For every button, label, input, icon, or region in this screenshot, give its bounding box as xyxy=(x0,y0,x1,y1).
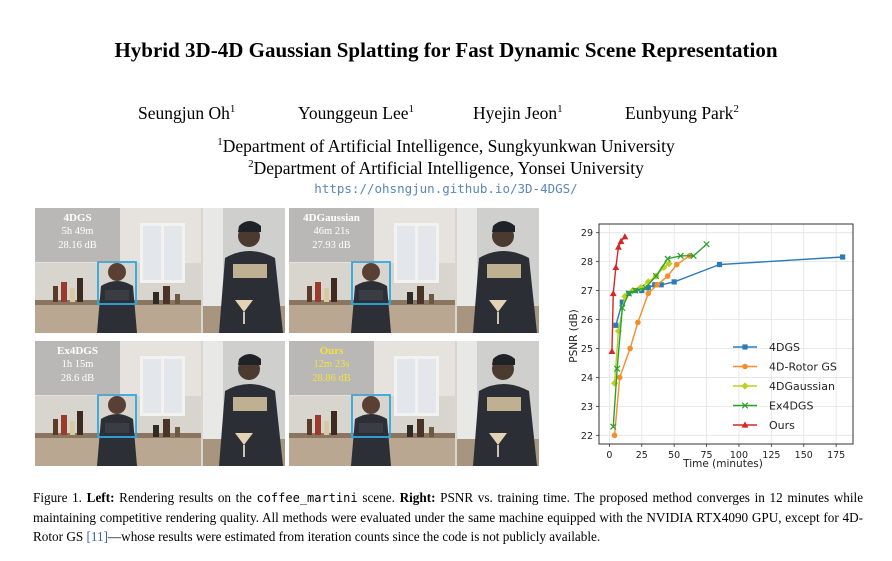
legend-entry: 4DGS xyxy=(769,341,800,354)
data-point xyxy=(615,243,622,250)
affiliation-1: 1Department of Artificial Intelligence, … xyxy=(217,136,675,156)
data-point xyxy=(645,285,651,291)
x-tick-label: 175 xyxy=(827,450,845,461)
data-point xyxy=(677,252,684,260)
legend-marker xyxy=(742,344,748,350)
data-point xyxy=(664,273,671,279)
citation-link[interactable]: [11] xyxy=(86,529,108,544)
author-3: Hyejin Jeon1 xyxy=(473,103,563,123)
legend-entry: 4DGaussian xyxy=(769,380,835,393)
panel-label: 4DGaussian 46m 21s 27.93 dB xyxy=(289,208,374,262)
render-panel-ex4dgs: Ex4DGS 1h 15m 28.6 dB xyxy=(35,341,285,466)
data-point xyxy=(840,254,846,260)
x-tick-label: 150 xyxy=(795,450,813,461)
data-point xyxy=(616,374,623,381)
data-point xyxy=(625,290,633,297)
author-2: Younggeun Lee1 xyxy=(298,103,415,123)
render-panel-ours: Ours 12m 23s 28.86 dB xyxy=(289,341,539,466)
data-point xyxy=(619,299,625,305)
data-point xyxy=(608,347,616,354)
y-tick-label: 27 xyxy=(581,286,593,297)
y-tick-label: 26 xyxy=(581,315,593,326)
figure-caption: Figure 1. Left: Rendering results on the… xyxy=(33,490,864,544)
data-point xyxy=(645,290,652,297)
legend-marker xyxy=(741,402,749,409)
y-tick-label: 25 xyxy=(581,344,593,355)
project-url[interactable]: https://ohsngjun.github.io/3D-4DGS/ xyxy=(314,181,578,196)
panel-label: Ex4DGS 1h 15m 28.6 dB xyxy=(35,341,120,395)
data-point xyxy=(703,241,710,248)
data-point xyxy=(690,252,697,260)
render-panel-4dgs: 4DGS 5h 49m 28.16 dB xyxy=(35,208,285,333)
data-point xyxy=(629,286,637,295)
x-tick-label: 50 xyxy=(668,450,680,461)
y-tick-label: 29 xyxy=(581,228,593,239)
data-point xyxy=(652,272,660,280)
y-axis-label: PSNR (dB) xyxy=(568,309,580,363)
legend-marker xyxy=(741,382,749,390)
y-tick-label: 23 xyxy=(581,402,593,413)
data-point xyxy=(673,261,680,268)
data-point xyxy=(635,319,641,326)
x-tick-label: 25 xyxy=(636,450,648,461)
panel-label: 4DGS 5h 49m 28.16 dB xyxy=(35,208,120,262)
plot-frame xyxy=(598,223,854,445)
paper-title: Hybrid 3D-4D Gaussian Splatting for Fast… xyxy=(114,38,778,62)
legend-marker xyxy=(741,421,749,428)
y-tick-label: 22 xyxy=(581,431,593,442)
data-point xyxy=(654,281,661,288)
data-point xyxy=(658,282,664,288)
x-tick-label: 75 xyxy=(701,450,713,461)
render-panel-4dgaussian: 4DGaussian 46m 21s 27.93 dB xyxy=(289,208,539,333)
data-point xyxy=(609,289,617,297)
legend-entry: Ex4DGS xyxy=(769,400,813,413)
data-point xyxy=(613,322,619,328)
x-tick-label: 100 xyxy=(730,450,748,461)
data-point xyxy=(617,237,625,244)
data-point xyxy=(716,261,723,268)
data-point xyxy=(610,423,617,430)
y-tick-label: 28 xyxy=(581,257,593,268)
affiliation-2: 2Department of Artificial Intelligence, … xyxy=(248,158,644,178)
data-point xyxy=(632,287,639,294)
data-point xyxy=(665,260,673,268)
author-1: Seungjun Oh1 xyxy=(138,103,236,123)
data-point xyxy=(619,304,626,312)
y-tick-label: 24 xyxy=(581,373,593,384)
data-point xyxy=(621,233,629,240)
data-point xyxy=(671,279,677,285)
data-point xyxy=(664,255,671,262)
data-point xyxy=(642,284,649,291)
author-4: Eunbyung Park2 xyxy=(625,103,739,123)
data-point xyxy=(611,432,618,439)
legend-marker xyxy=(742,363,748,370)
legend-entry: 4D-Rotor GS xyxy=(769,361,837,374)
x-axis-label: Time (minutes) xyxy=(682,458,763,470)
panel-label: Ours 12m 23s 28.86 dB xyxy=(289,341,374,395)
psnr-vs-time-chart: 0 25 50 75 100 125 150 175 22 23 24 25 26 27 28 29 4DGS… xyxy=(563,216,863,472)
data-point xyxy=(627,345,633,352)
data-point xyxy=(639,287,645,294)
x-tick-label: 0 xyxy=(606,450,612,461)
legend-entry: Ours xyxy=(769,419,795,432)
data-point xyxy=(613,365,621,372)
data-point xyxy=(612,263,620,271)
x-tick-label: 125 xyxy=(762,450,780,461)
